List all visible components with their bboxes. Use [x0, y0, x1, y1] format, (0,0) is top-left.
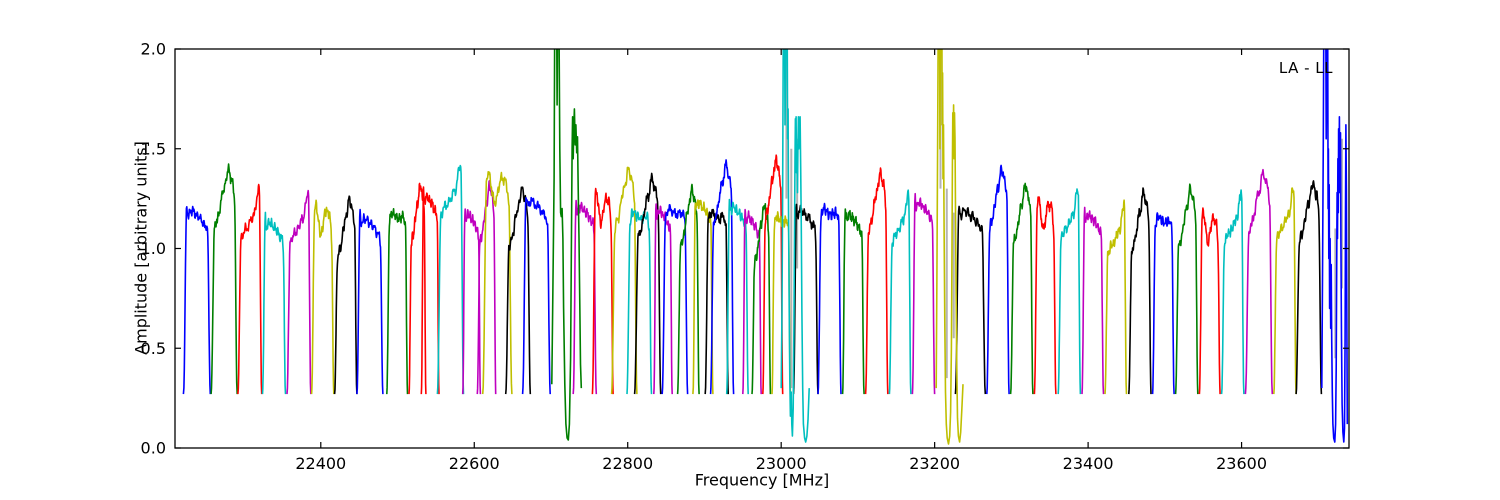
bandpass-segment: [1151, 212, 1175, 395]
bandpass-segment: [182, 205, 212, 395]
bandpass-segment: [261, 211, 287, 395]
bandpass-segment: [333, 195, 358, 395]
bandpass-segment: [751, 203, 772, 395]
x-tick-label: 23400: [1063, 454, 1114, 473]
bandpass-segment: [210, 163, 238, 395]
bandpass-segment: [762, 154, 784, 395]
bandpass-segment: [709, 159, 735, 395]
bandpass-segment-anomaly: [780, 49, 810, 443]
x-tick-label: 23000: [756, 454, 807, 473]
bandpass-segment: [1057, 188, 1082, 395]
bandpass-segment: [771, 211, 792, 395]
y-tick-label: 2.0: [141, 40, 166, 59]
bandpass-segment: [572, 199, 598, 395]
bandpass-segment-anomaly: [935, 49, 964, 445]
bandpass-segment: [286, 189, 312, 395]
bandpass-segment: [610, 166, 638, 395]
x-axis-label: Frequency [MHz]: [694, 470, 830, 490]
bandpass-segment: [692, 199, 714, 395]
bandpass-segment: [792, 203, 819, 395]
bandpass-segment: [310, 199, 335, 395]
bandpass-segment: [986, 164, 1010, 395]
baseline-annotation: LA - LL: [1278, 59, 1333, 77]
bandpass-segment: [633, 172, 662, 395]
bandpass-segment: [1033, 196, 1057, 395]
y-axis-label: Amplitude [arbitrary units]: [131, 141, 151, 355]
bandpass-segment: [704, 208, 729, 395]
bandpass-segment: [864, 167, 889, 395]
bandpass-segment: [626, 208, 653, 395]
bandpass-segment: [954, 205, 987, 395]
bandpass-segment: [386, 208, 409, 395]
bandpass-segment-anomaly: [1321, 49, 1349, 443]
x-tick-label: 22600: [449, 454, 500, 473]
x-tick-label: 23200: [909, 454, 960, 473]
bandpass-segment-anomaly: [551, 49, 583, 441]
bandpass-segment: [1244, 168, 1274, 395]
bandpass-segment: [661, 204, 689, 395]
y-tick-label: 1.5: [141, 139, 166, 158]
bandpass-segment: [591, 187, 614, 395]
x-tick-label: 23600: [1216, 454, 1267, 473]
y-tick-label: 0.0: [141, 439, 166, 458]
bandpass-segment: [653, 203, 673, 395]
bandpass-segment: [841, 208, 865, 395]
bandpass-segment: [911, 192, 936, 395]
bandpass-segment: [1295, 180, 1323, 395]
bandpass-segment: [1174, 183, 1199, 395]
bandpass-segment: [1198, 207, 1221, 395]
bandpass-segment: [1220, 189, 1245, 395]
bandpass-segment: [521, 196, 551, 395]
bandpass-segment: [1009, 182, 1034, 395]
bandpass-segment: [742, 208, 762, 395]
bandpass-segment: [1128, 187, 1152, 395]
bandpass-segment: [1081, 206, 1105, 395]
bandpass-segment: [1104, 199, 1128, 395]
bandpass-segment: [817, 202, 842, 395]
bandpass-segment: [1273, 187, 1297, 395]
bandpass-segment: [481, 171, 513, 395]
bandpass-segment: [356, 208, 384, 395]
x-tick-label: 22800: [602, 454, 653, 473]
x-tick-label: 22400: [295, 454, 346, 473]
bandpass-segment: [420, 186, 440, 395]
bandpass-segment: [436, 164, 465, 395]
y-tick-label: 1.0: [141, 239, 166, 258]
bandpass-segment: [888, 189, 912, 395]
bandpass-segment: [237, 183, 263, 395]
bandpass-segment: [461, 208, 482, 395]
series-group: [182, 49, 1349, 445]
y-tick-label: 0.5: [141, 339, 166, 358]
